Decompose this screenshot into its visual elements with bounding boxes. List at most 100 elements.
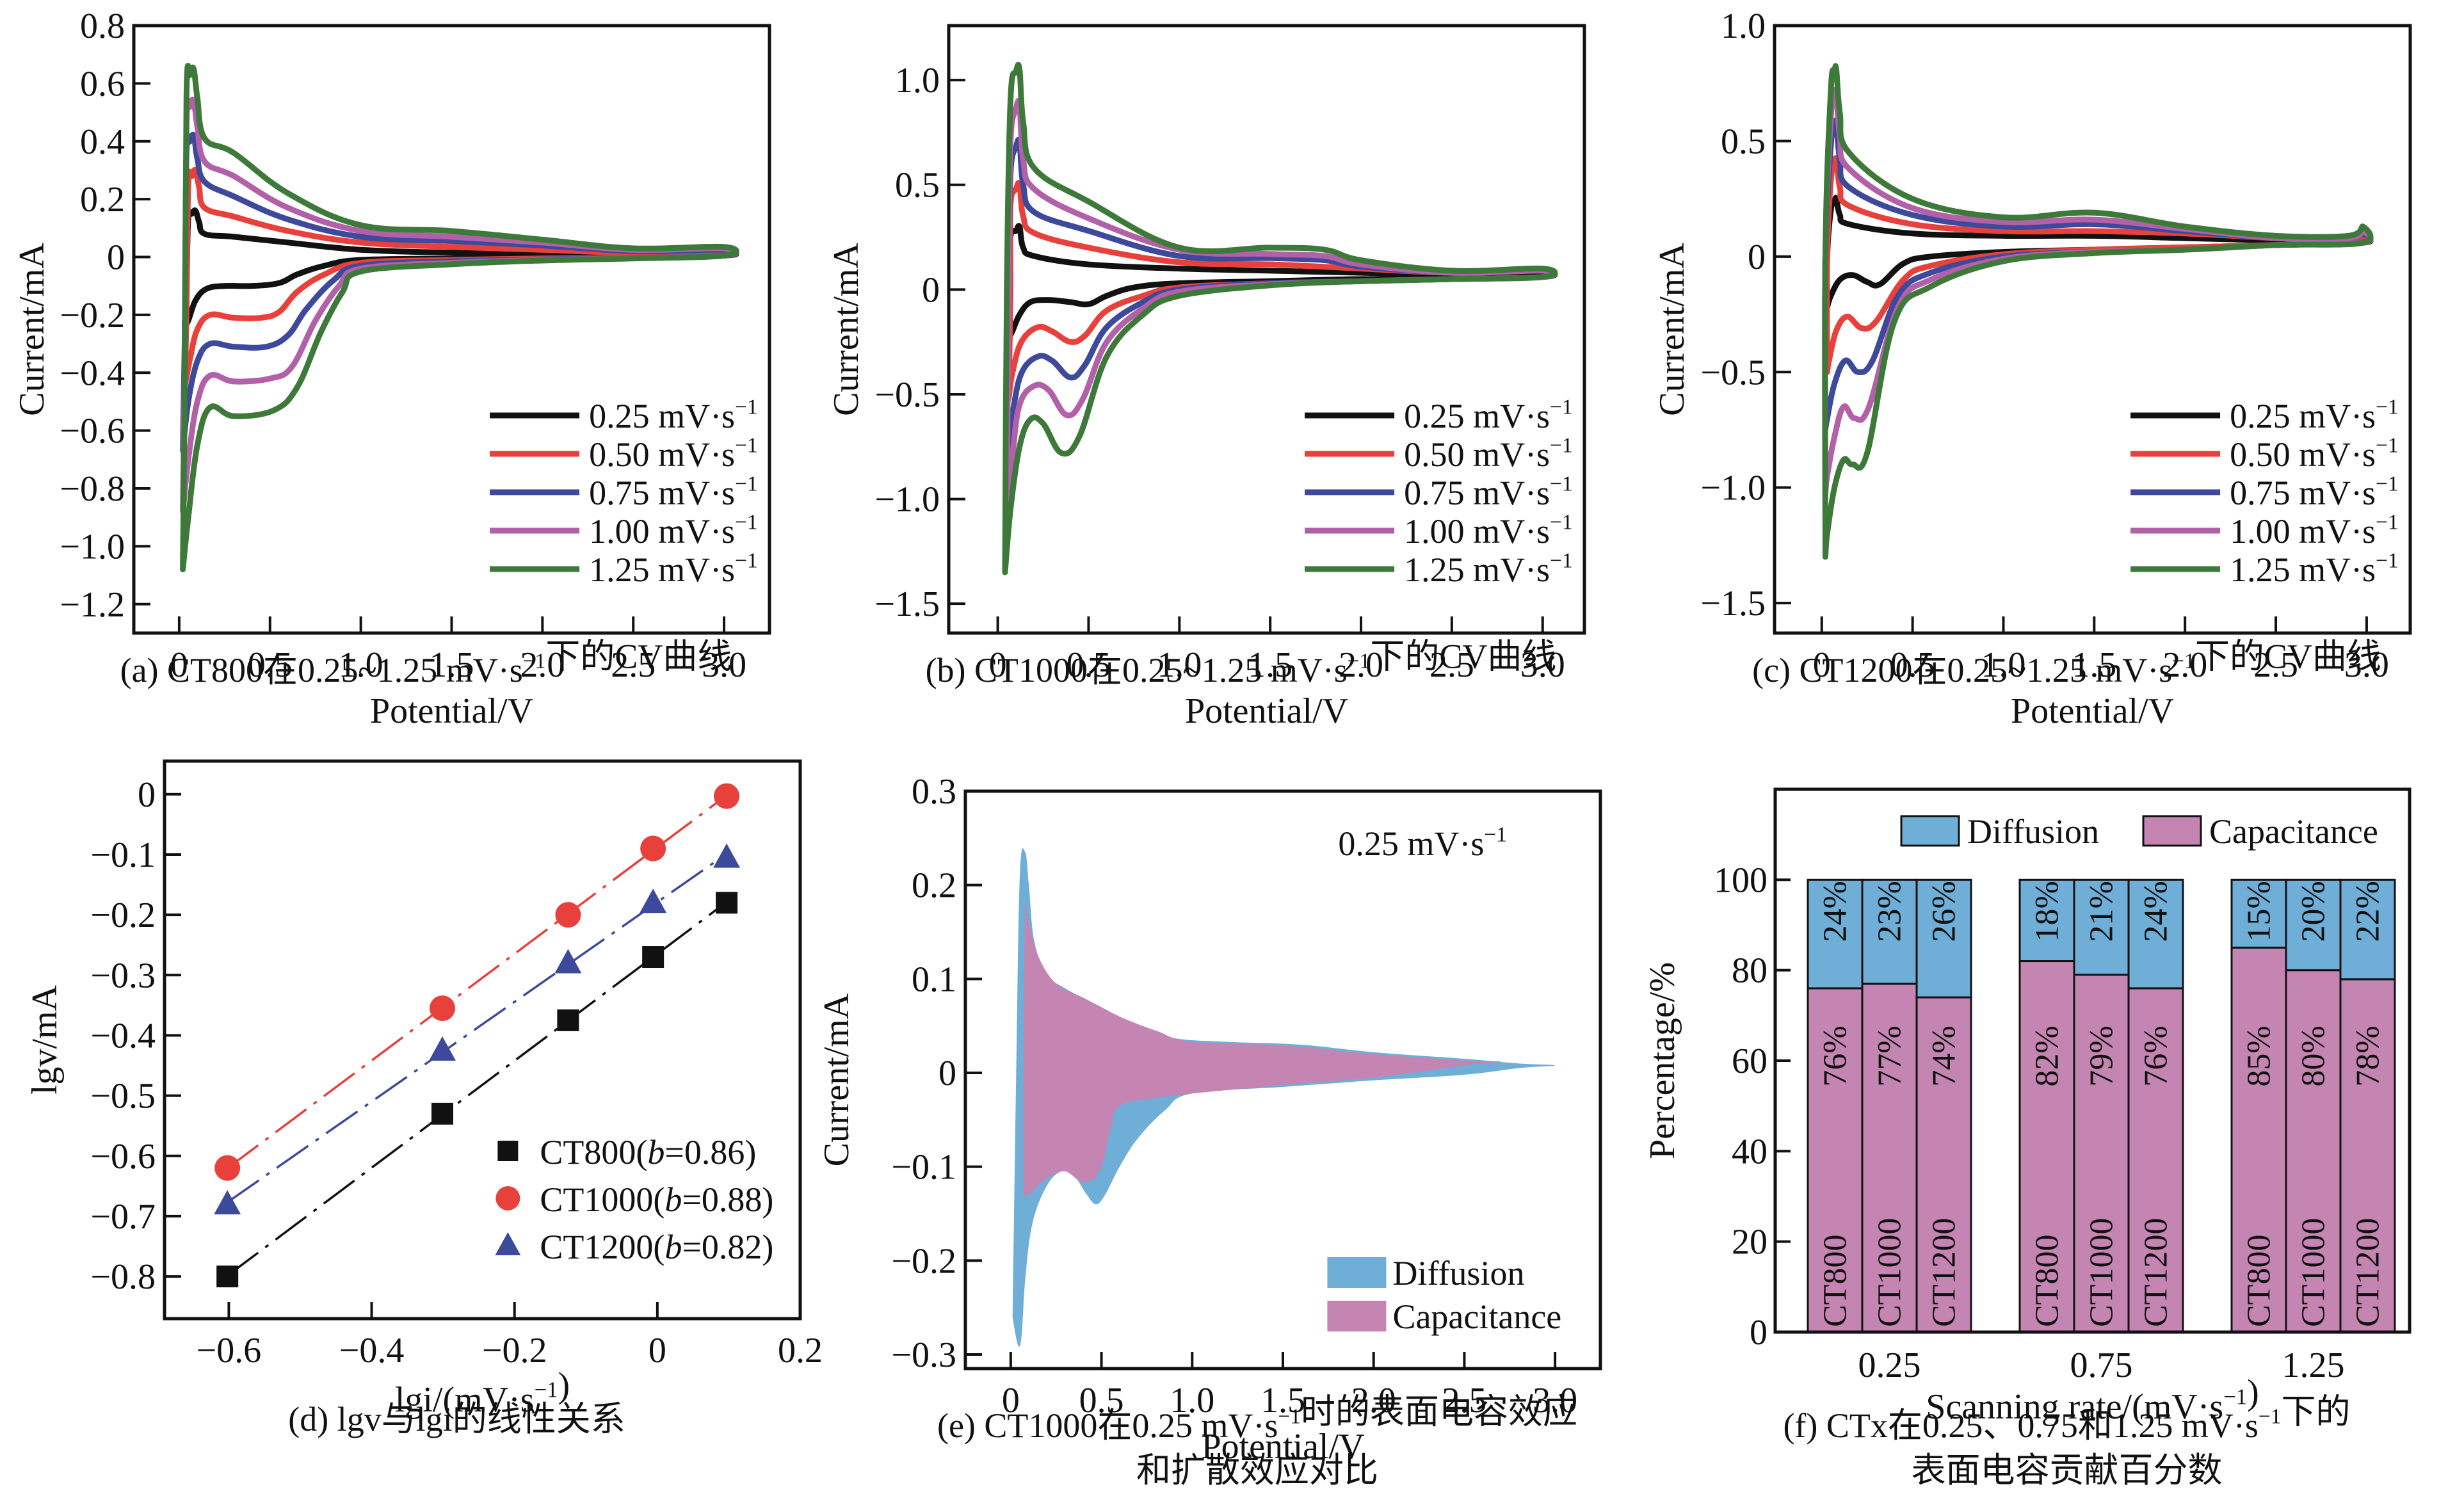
y-tick-label: 0 [138,775,156,815]
bar-capacitance [1861,983,1918,1333]
x-tick-label: 0.75 [2070,1346,2133,1385]
y-axis-label: Percentage/% [1643,962,1682,1159]
y-tick-label: −0.5 [90,1077,156,1116]
legend-marker-circle [495,1186,520,1210]
panel-f-percentage-bars: 24%76%CT80023%77%CT100026%74%CT12000.251… [1643,787,2412,1490]
bar-diffusion [1861,878,1918,985]
panel-caption: (a) CT800在0.25~1.25 mV·s−1下的CV曲线 [120,637,732,689]
legend-label: 1.25 mV·s−1 [2230,549,2399,589]
bar-label-sample: CT800 [1817,1235,1854,1327]
bar-label-sample: CT800 [2029,1235,2066,1327]
x-tick-label: 1.25 [2282,1346,2345,1385]
legend-label: 1.25 mV·s−1 [1404,549,1573,589]
marker-triangle [554,949,582,974]
legend-label: 0.75 mV·s−1 [2230,472,2399,512]
y-tick-label: 1.0 [1721,6,1766,46]
panel-caption-line2: 表面电容贡献百分数 [1912,1451,2223,1490]
legend-label: Diffusion [1392,1254,1524,1292]
bar-label-capacitance: 85% [2241,1025,2278,1086]
marker-circle [555,902,581,928]
bar-label-capacitance: 78% [2350,1025,2387,1086]
cv-curves [180,63,739,573]
bar-label-diffusion: 21% [2084,881,2120,942]
y-tick-label: −0.6 [90,1137,156,1177]
y-axis-label: lgv/mA [25,985,65,1095]
bar-label-diffusion: 23% [1872,881,1908,942]
marker-square [431,1102,454,1125]
legend-label: 1.00 mV·s−1 [2230,510,2399,551]
x-tick-label: 2.0 [2162,645,2207,685]
legend-label-capacitance: Capacitance [2209,812,2378,851]
legend-label: 0.25 mV·s−1 [589,395,758,435]
x-axis-label: Potential/V [1201,1427,1364,1467]
panel-caption: (d) lgv与lgi的线性关系 [288,1400,625,1438]
x-tick-label: 0.5 [1079,1381,1124,1420]
legend-label: 0.50 mV·s−1 [2230,433,2399,474]
y-tick-label: 0.2 [80,180,125,220]
y-tick-label: 0 [1750,1313,1767,1353]
x-axis-label: Potential/V [1185,691,1348,731]
y-tick-label: 1.0 [895,61,940,100]
panel-caption-line1: (e) CT1000在0.25 mV·s−1时的表面电容效应 [937,1392,1577,1445]
x-tick-label: 0 [989,645,1007,685]
y-tick-label: −1.5 [1700,584,1766,623]
bar-label-capacitance: 79% [2084,1025,2120,1086]
legend-swatch-diffusion [1900,815,1960,847]
legend-label: 1.00 mV·s−1 [1404,510,1573,551]
y-tick-label: 0.6 [80,64,125,104]
legend-label: 0.50 mV·s−1 [589,433,758,474]
panel-c-cv-ct1200: 0 0.5 1.0 1.5 2.0 2.5 3.0 1.0 0.5 0 −0.5 −1.0 −1.5 Po… [1652,6,2412,731]
bar-label-sample: CT800 [2241,1235,2278,1327]
legend-label: CT800(b=0.86) [540,1133,756,1171]
y-tick-label: 0 [922,270,940,310]
y-tick-label: 0 [1748,237,1766,277]
bar-label-diffusion: 15% [2241,881,2278,942]
bar-diffusion [1915,878,1972,999]
cv-curve-1-25 [1822,63,2374,560]
y-axis-label: Current/mA [12,243,52,416]
x-tick-label: 2.0 [1339,645,1383,685]
bar-capacitance [1807,987,1864,1333]
x-tick-label: 2.5 [1429,645,1474,685]
legend-label: Capacitance [1392,1298,1561,1336]
x-tick-label: 0 [170,645,188,685]
y-tick-label: −0.4 [90,1016,156,1056]
scan-rate-annotation: 0.25 mV·s−1 [1338,823,1507,863]
panel-caption-line2: 和扩散效应对比 [1136,1451,1378,1490]
y-tick-label: 0 [107,238,125,278]
cv-curve-1-25 [1002,61,1558,575]
x-tick-label: 0.2 [778,1331,823,1370]
bar-label-sample: CT1200 [1926,1218,1963,1327]
bar-capacitance [2339,978,2396,1333]
x-tick-label: 2.0 [520,645,565,685]
x-axis-label: Potential/V [2011,691,2174,731]
bar-label-capacitance: 80% [2296,1025,2332,1086]
panel-caption: (b) CT1000在0.25~1.25 mV·s−1下的CV曲线 [926,637,1557,689]
legend-label: 0.75 mV·s−1 [1404,472,1573,512]
y-tick-label: 0.8 [80,6,125,46]
x-tick-label: 3.0 [1520,645,1565,685]
x-tick-label: 2.0 [1351,1381,1396,1420]
x-tick-label: 0.5 [1066,645,1111,685]
x-tick-label: 1.0 [1170,1381,1214,1420]
y-tick-label: 40 [1732,1132,1767,1171]
bar-diffusion [2073,878,2130,976]
y-tick-label: 0 [938,1054,956,1093]
y-tick-label: 0.5 [895,166,940,205]
bar-diffusion [2285,878,2342,972]
y-tick-label: −0.1 [891,1148,956,1187]
bar-label-diffusion: 24% [1817,881,1854,942]
x-tick-label: 0 [648,1331,666,1370]
bar-capacitance [2073,974,2130,1333]
bar-label-sample: CT1000 [2296,1218,2332,1327]
marker-square [557,1009,579,1031]
x-tick-label: 1.5 [2072,645,2116,685]
y-tick-label: 0.4 [80,122,125,162]
panel-a-cv-ct800: 0 0.5 1.0 1.5 2.0 2.5 3.0 0.8 0.6 0.4 0.2 0 −0.2 −0.4… [12,6,771,731]
legend-label: 0.25 mV·s−1 [2230,395,2399,435]
bar-label-capacitance: 77% [1872,1025,1908,1086]
y-tick-label: −1.2 [60,585,125,625]
y-tick-label: −0.4 [60,353,125,393]
bar-capacitance [2285,969,2342,1333]
y-tick-label: −0.2 [891,1241,956,1281]
